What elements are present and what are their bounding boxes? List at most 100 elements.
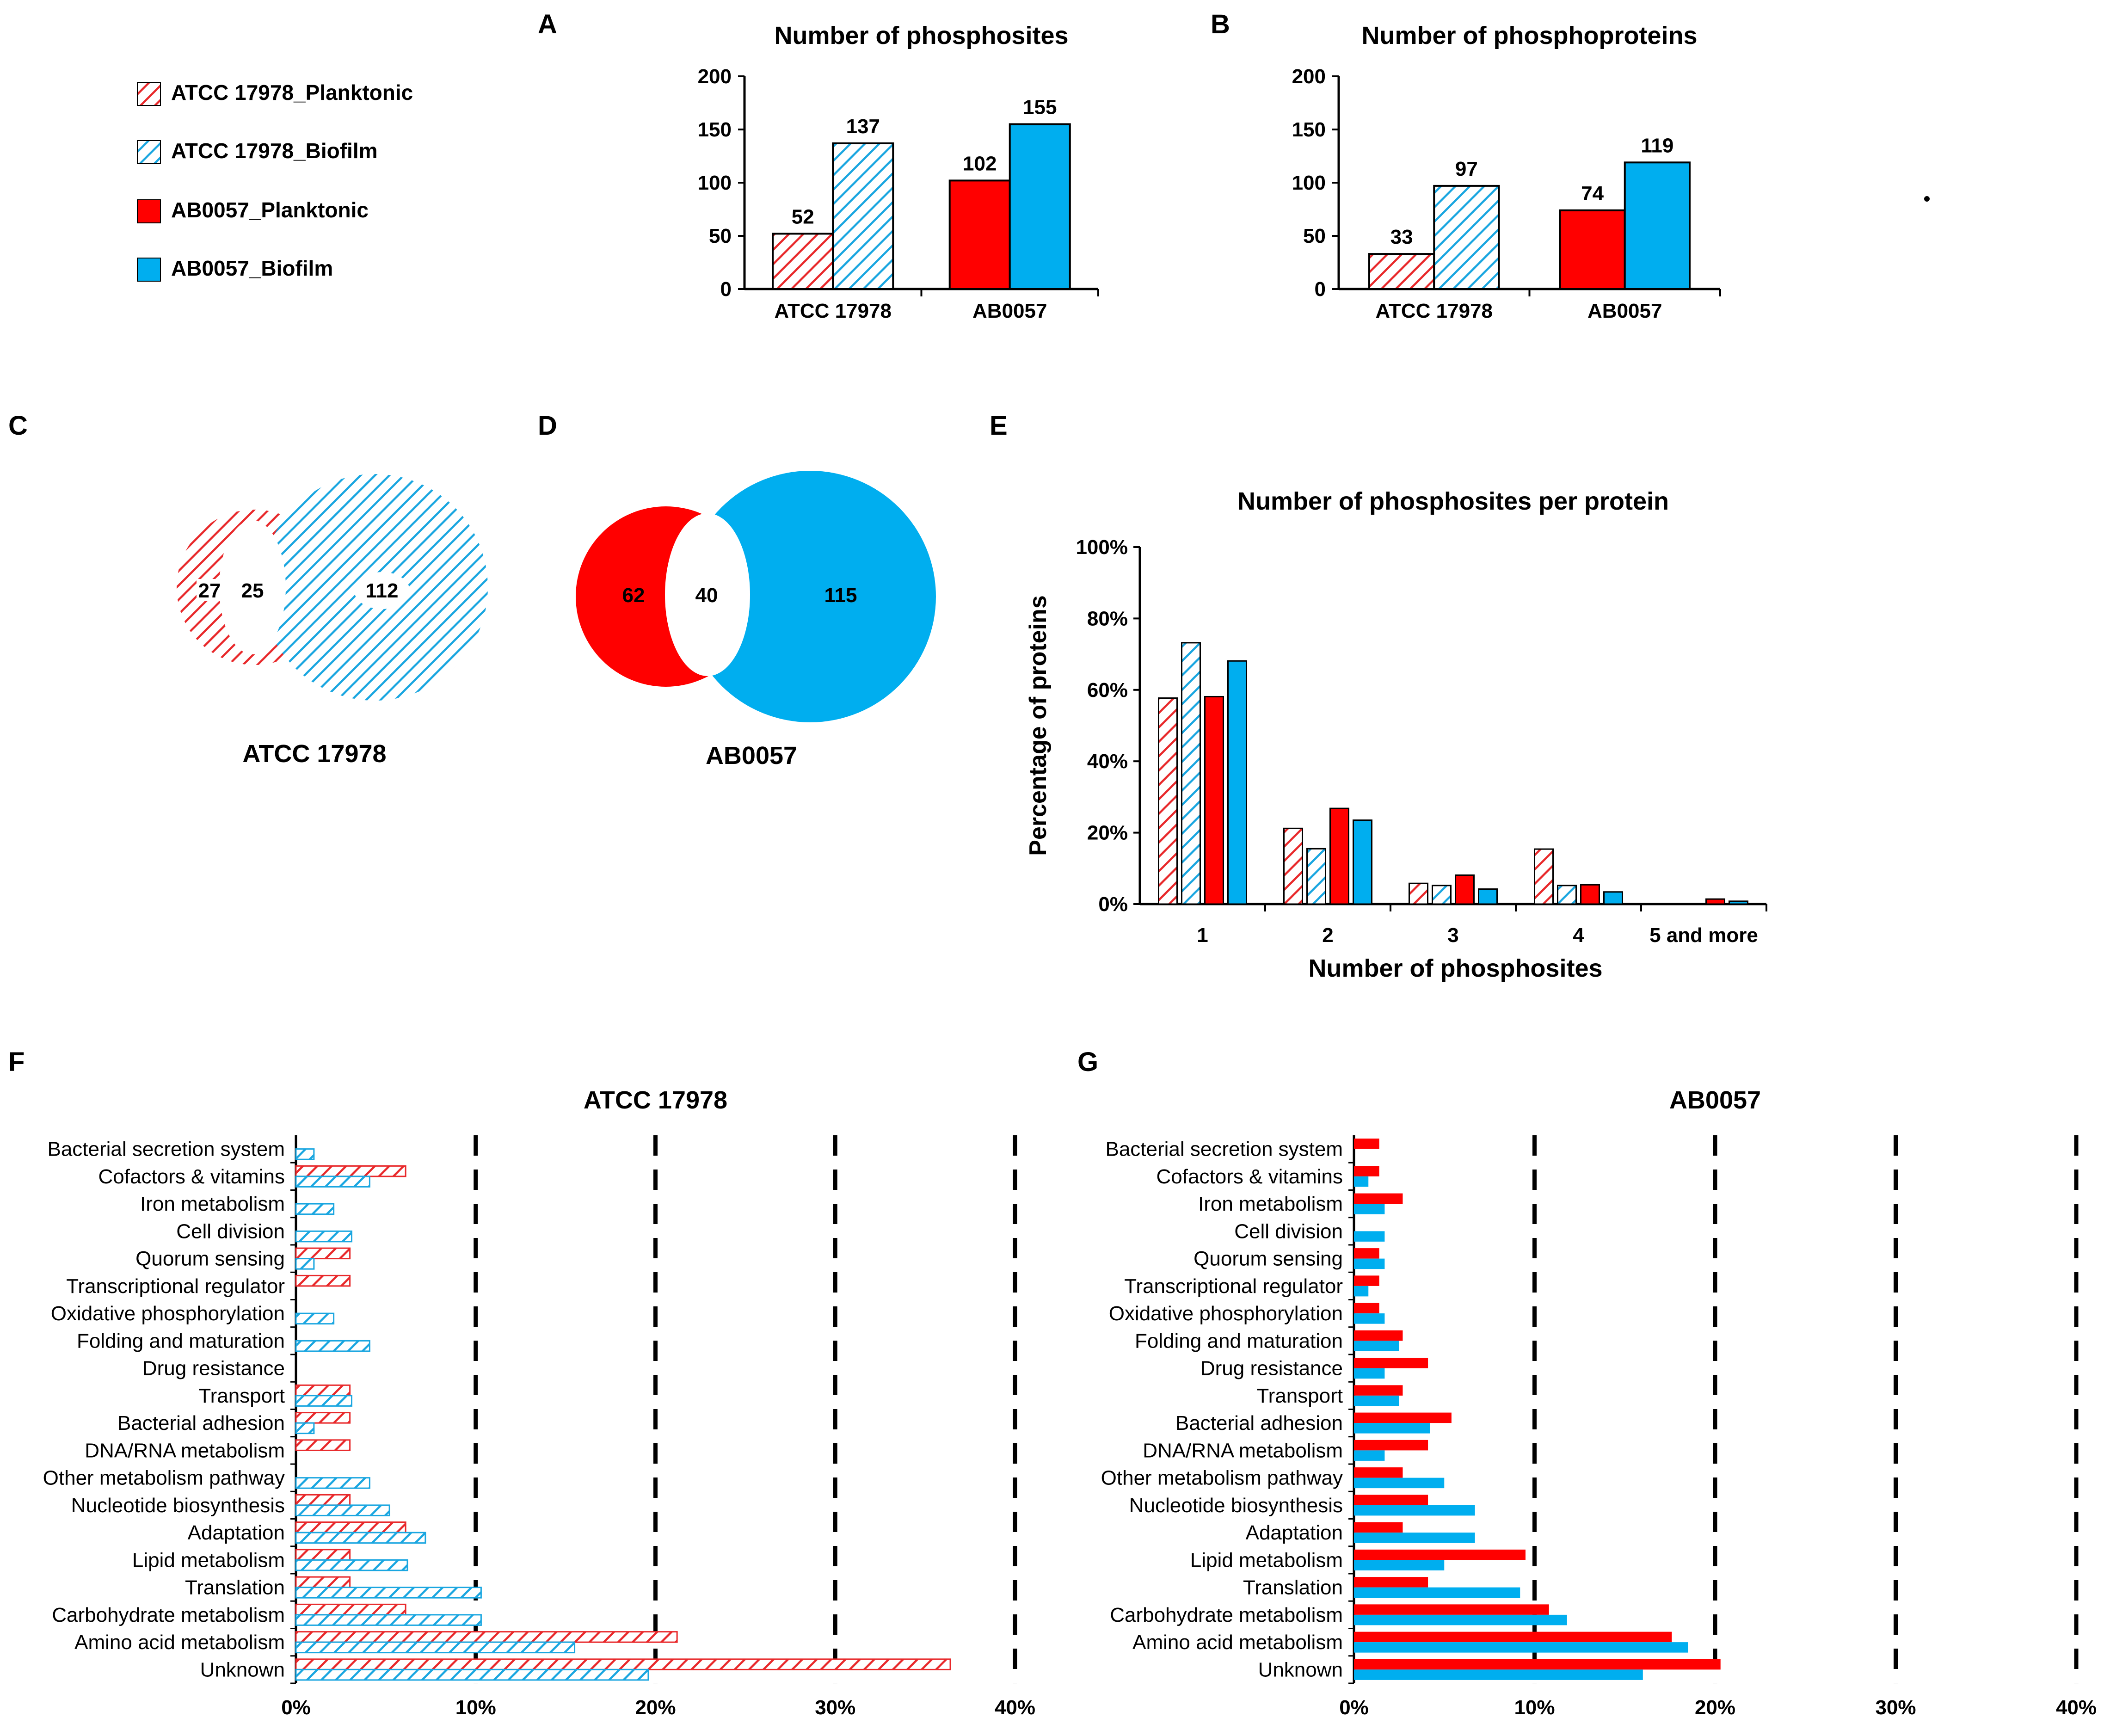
bar	[1158, 697, 1178, 905]
x-tick-label: 40%	[2056, 1696, 2097, 1719]
category-label: Oxidative phosphorylation	[51, 1302, 285, 1325]
bar	[1368, 253, 1435, 290]
category-label: Carbohydrate metabolism	[52, 1604, 285, 1626]
venn-title-atcc: ATCC 17978	[242, 740, 386, 768]
bar	[1729, 900, 1748, 905]
bar	[295, 1439, 351, 1451]
bar	[1354, 1385, 1403, 1396]
bar	[948, 179, 1011, 290]
category-label: Cofactors & vitamins	[1157, 1165, 1343, 1188]
phosphosites-per-protein-chart: Number of phosphosites per protein 0% 20% 4…	[1025, 487, 1767, 982]
x-tick-label: 3	[1447, 924, 1458, 947]
bar	[1354, 1275, 1379, 1286]
venn-count-atcc-biofilm-only: 112	[366, 579, 399, 602]
venn-ab0057: 62 40 115 AB0057	[576, 471, 936, 770]
bar	[295, 1532, 426, 1544]
y-tick-label: 0	[1315, 278, 1326, 301]
y-tick-label: 50	[1303, 225, 1326, 247]
bar	[295, 1559, 408, 1571]
bar	[1306, 848, 1326, 905]
bar	[295, 1258, 315, 1270]
bar	[1478, 888, 1498, 905]
category-label: Cofactors & vitamins	[98, 1165, 285, 1188]
bar	[1557, 885, 1577, 905]
bar	[295, 1603, 406, 1616]
category-label: Nucleotide biosynthesis	[1129, 1494, 1343, 1517]
chart-title: Number of phosphosites per protein	[1237, 487, 1669, 515]
bar	[1354, 1286, 1369, 1297]
bar	[1329, 807, 1349, 905]
bar	[295, 1165, 406, 1177]
category-label: Amino acid metabolism	[74, 1631, 285, 1654]
legend-label: AB0057_Planktonic	[171, 198, 369, 222]
y-tick-label: 200	[1292, 65, 1326, 88]
bar	[295, 1203, 335, 1215]
bar	[1354, 1522, 1403, 1533]
bar	[1354, 1549, 1526, 1560]
legend-swatch-atcc-planktonic	[137, 82, 161, 106]
category-label: Drug resistance	[1200, 1357, 1343, 1380]
category-label: Translation	[185, 1576, 285, 1599]
y-tick-label: 50	[709, 225, 732, 247]
bar	[295, 1274, 351, 1287]
bar	[1354, 1248, 1379, 1259]
x-tick-label: 4	[1573, 924, 1584, 947]
bar	[1354, 1358, 1428, 1368]
bar	[295, 1384, 351, 1397]
bar	[1354, 1368, 1385, 1379]
legend-swatch-atcc-biofilm	[137, 140, 161, 164]
y-tick-label: 80%	[1087, 607, 1128, 630]
panel-label-c: C	[8, 411, 28, 441]
x-tick-label: 40%	[995, 1696, 1035, 1719]
bar	[295, 1395, 353, 1407]
bar	[1354, 1395, 1399, 1406]
bar	[1354, 1577, 1428, 1588]
x-tick-label: ATCC 17978	[1375, 300, 1493, 322]
ab0057-functional-categories-chart: AB0057 0% 10% 20% 30% 40% Bacterial secretion …	[1101, 1086, 2097, 1719]
venn-circle-ab-biofilm	[684, 471, 936, 722]
venn-count-atcc-shared: 25	[241, 579, 264, 602]
y-tick-label: 100%	[1076, 536, 1128, 559]
y-tick-label: 0%	[1098, 893, 1128, 916]
category-label: Cell division	[1234, 1220, 1343, 1243]
data-label: 137	[846, 115, 880, 138]
bar	[1354, 1477, 1445, 1489]
bar	[1354, 1450, 1385, 1461]
venn-count-atcc-planktonic-only: 27	[198, 579, 221, 602]
panel-label-e: E	[990, 411, 1008, 441]
bar	[1354, 1412, 1452, 1423]
bar	[1354, 1587, 1520, 1598]
bar	[1409, 882, 1428, 905]
bar	[295, 1312, 335, 1325]
x-tick-label: AB0057	[1587, 300, 1662, 322]
bar	[1181, 642, 1201, 905]
category-label: DNA/RNA metabolism	[1143, 1439, 1343, 1462]
venn-title-ab: AB0057	[706, 742, 797, 770]
venn-count-ab-biofilm-only: 115	[824, 584, 857, 607]
phosphoproteins-bar-chart: Number of phosphoproteins 0 50 100 150 200 ATC…	[1292, 22, 1721, 322]
category-label: Bacterial secretion system	[1105, 1138, 1343, 1161]
bar	[1354, 1495, 1428, 1505]
bar	[295, 1412, 351, 1424]
bar	[295, 1658, 951, 1670]
panel-label-f: F	[8, 1047, 25, 1077]
bar	[295, 1494, 351, 1506]
data-label: 74	[1581, 182, 1604, 205]
stray-dot	[1924, 196, 1930, 202]
venn-overlap-atcc	[219, 520, 286, 654]
panel-label-b: B	[1211, 9, 1230, 39]
category-label: Iron metabolism	[140, 1193, 285, 1215]
x-tick-label: 20%	[635, 1696, 676, 1719]
bar	[1354, 1193, 1403, 1204]
bar	[1283, 827, 1303, 905]
bar	[295, 1587, 482, 1599]
x-tick-label: 20%	[1695, 1696, 1735, 1719]
bar	[1559, 209, 1626, 290]
bar	[1204, 696, 1224, 905]
category-label: Bacterial adhesion	[117, 1412, 285, 1434]
category-label: Bacterial adhesion	[1175, 1412, 1343, 1434]
category-label: Unknown	[200, 1658, 285, 1681]
category-label: Other metabolism pathway	[43, 1467, 285, 1490]
category-label: Carbohydrate metabolism	[1110, 1604, 1343, 1626]
category-label: Iron metabolism	[1198, 1193, 1343, 1215]
